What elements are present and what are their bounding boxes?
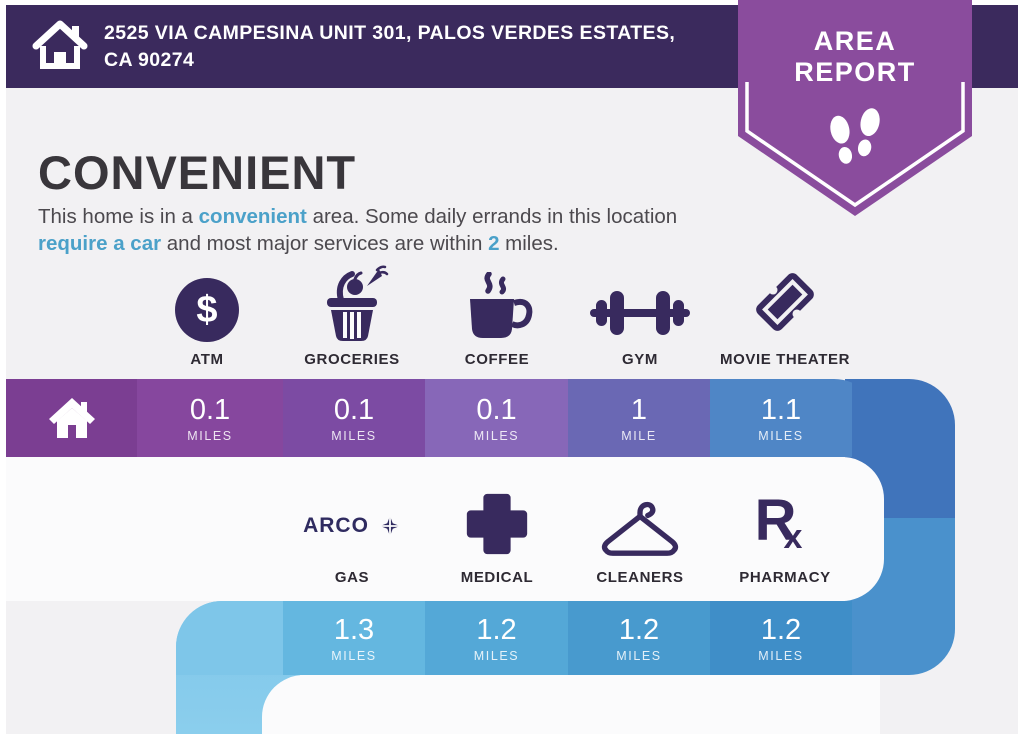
area-report-badge: AREA REPORT bbox=[738, 0, 972, 218]
distance-unit: MILES bbox=[616, 648, 662, 663]
row2-icons-panel bbox=[6, 457, 884, 601]
page-title: CONVENIENT bbox=[38, 146, 357, 200]
place-atm: $ ATM bbox=[132, 262, 282, 368]
summary-paragraph: This home is in a convenient area. Some … bbox=[38, 203, 738, 258]
home-segment bbox=[6, 379, 137, 457]
place-coffee: COFFEE bbox=[422, 262, 572, 368]
distance-unit: MILES bbox=[473, 648, 520, 663]
grocery-basket-icon bbox=[327, 265, 389, 341]
arco-logo: ARCO bbox=[303, 514, 401, 538]
summary-text: area. Some daily errands in this locatio… bbox=[306, 204, 678, 228]
badge-line-2: REPORT bbox=[794, 57, 916, 88]
atm-dollar-icon: $ bbox=[175, 278, 239, 342]
place-label: PHARMACY bbox=[739, 569, 831, 586]
distance-unit: MILES bbox=[331, 648, 377, 663]
dollar-glyph: $ bbox=[196, 289, 218, 331]
property-address: 2525 VIA CAMPESINA UNIT 301, PALOS VERDE… bbox=[104, 20, 675, 74]
distance-unit: MILES bbox=[331, 428, 377, 443]
distance-value: 1.1 bbox=[760, 394, 802, 427]
place-gas: ARCO GAS bbox=[277, 468, 427, 586]
movie-ticket-icon bbox=[756, 273, 814, 331]
place-label: CLEANERS bbox=[596, 569, 684, 586]
distance-cell: 0.1 MILES bbox=[425, 379, 568, 457]
distance-cell: 0.1 MILES bbox=[283, 379, 425, 457]
distance-cell: 1.2 MILES bbox=[425, 601, 568, 675]
distance-band-row2: 1.3 MILES 1.2 MILES 1.2 MILES 1.2 MILES bbox=[176, 601, 880, 675]
home-icon bbox=[48, 398, 95, 438]
distance-value: 1.2 bbox=[618, 614, 660, 647]
distance-unit: MILES bbox=[758, 648, 804, 663]
distance-unit: MILE bbox=[621, 428, 657, 443]
rx-icon: Rx bbox=[755, 492, 816, 558]
distance-cell: 1.3 MILES bbox=[283, 601, 425, 675]
place-label: MEDICAL bbox=[460, 569, 534, 586]
distance-cell: 1.2 MILES bbox=[710, 601, 852, 675]
place-cleaners: CLEANERS bbox=[565, 468, 715, 586]
medical-cross-icon bbox=[466, 493, 528, 555]
place-label: COFFEE bbox=[464, 351, 530, 368]
place-label: GROCERIES bbox=[304, 351, 400, 368]
band-end-segment bbox=[852, 601, 880, 675]
summary-highlight: 2 bbox=[488, 231, 500, 255]
dumbbell-icon bbox=[590, 291, 690, 335]
place-pharmacy: Rx PHARMACY bbox=[710, 468, 860, 587]
place-groceries: GROCERIES bbox=[277, 262, 427, 368]
distance-value: 0.1 bbox=[333, 394, 375, 427]
distance-value: 0.1 bbox=[476, 394, 517, 427]
distance-unit: MILES bbox=[758, 428, 804, 443]
distance-value: 0.1 bbox=[189, 394, 231, 427]
summary-text: miles. bbox=[499, 231, 559, 255]
summary-text: and most major services are within bbox=[161, 231, 489, 255]
coffee-cup-icon bbox=[470, 272, 533, 338]
rx-letter-r: R bbox=[754, 488, 797, 553]
distance-cell: 1.1 MILES bbox=[710, 379, 852, 457]
distance-value: 1.2 bbox=[760, 614, 802, 647]
place-label: ATM bbox=[190, 351, 224, 368]
arco-spark-icon bbox=[379, 515, 401, 537]
distance-unit: MILES bbox=[473, 428, 520, 443]
home-outline-icon bbox=[32, 19, 88, 74]
distance-band-row1: 0.1 MILES 0.1 MILES 0.1 MILES 1 MILE 1.1… bbox=[6, 379, 880, 457]
distance-cell: 1.2 MILES bbox=[568, 601, 710, 675]
badge-pennant-shape bbox=[738, 0, 972, 216]
summary-text: This home is in a bbox=[38, 204, 199, 228]
place-label: MOVIE THEATER bbox=[719, 351, 851, 368]
place-label: GAS bbox=[334, 569, 370, 586]
badge-title: AREA REPORT bbox=[738, 26, 972, 88]
badge-line-1: AREA bbox=[813, 26, 897, 56]
distance-value: 1 bbox=[630, 394, 648, 427]
arco-wordmark: ARCO bbox=[303, 514, 369, 537]
summary-highlight: convenient bbox=[198, 204, 307, 228]
row3-panel bbox=[262, 675, 880, 734]
address-line-2: CA 90274 bbox=[104, 48, 195, 71]
hanger-icon bbox=[601, 501, 679, 556]
place-medical: MEDICAL bbox=[422, 468, 572, 586]
place-gym: GYM bbox=[565, 262, 715, 368]
distance-cell: 0.1 MILES bbox=[137, 379, 283, 457]
address-line-1: 2525 VIA CAMPESINA UNIT 301, PALOS VERDE… bbox=[104, 21, 676, 44]
place-label: GYM bbox=[622, 351, 658, 368]
distance-cell: 1 MILE bbox=[568, 379, 710, 457]
distance-unit: MILES bbox=[187, 428, 233, 443]
distance-value: 1.3 bbox=[333, 614, 375, 647]
rx-letter-x: x bbox=[783, 518, 803, 556]
distance-value: 1.2 bbox=[476, 614, 517, 647]
place-movie-theater: MOVIE THEATER bbox=[710, 262, 860, 368]
band-elbow-segment bbox=[176, 601, 283, 675]
summary-highlight: require a car bbox=[38, 231, 162, 255]
